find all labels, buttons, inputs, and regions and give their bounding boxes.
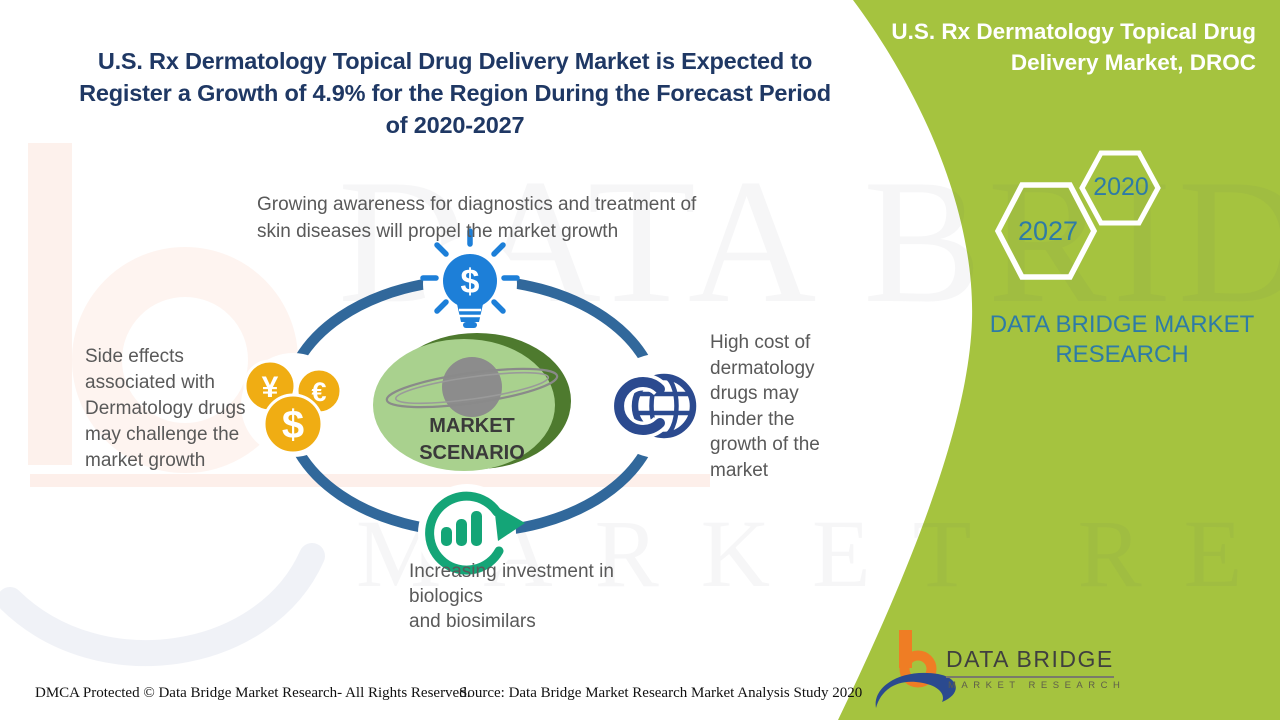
page-title-line1: U.S. Rx Dermatology Topical Drug Deliver… [97,48,813,74]
annotation-challenge-left: Side effects associated with Dermatology… [85,344,275,474]
annotation-bottom-line1: Increasing investment in [409,561,614,582]
annotation-top-line2: skin diseases will propel the market gro… [257,221,619,242]
annotation-right-line6: market [710,459,769,481]
coin-yen-symbol: ¥ [262,371,279,404]
green-panel [838,0,1280,720]
annotation-restraint-right: High cost of dermatology drugs may hinde… [710,330,870,483]
hexagon-2027-label: 2027 [1017,216,1079,246]
annotation-left-line1: Side effects [85,346,184,367]
hexagon-2020 [1079,150,1161,226]
dbmr-logo-icon [875,630,956,708]
brand-name-text: DATA BRIDGE MARKET RESEARCH [983,310,1261,370]
page-title-line2: Register a Growth of 4.9% for the Region… [79,80,831,106]
logo-wordmark-subtitle: MARKET RESEARCH [948,680,1126,691]
currency-coins-icon: ¥ € $ [243,359,343,455]
bulb-dollar-symbol: $ [461,263,480,301]
brand-name-line2: RESEARCH [1055,341,1189,368]
page-title: U.S. Rx Dermatology Topical Drug Deliver… [40,45,870,141]
annotation-left-line5: market growth [85,450,206,471]
hexagon-2027 [994,182,1098,280]
panel-title-line1: U.S. Rx Dermatology Topical Drug [891,19,1256,44]
dollar-idea-bulb-icon: $ [420,228,520,328]
globe-phone-icon [610,373,697,439]
growth-cycle-icon [425,491,525,575]
annotation-right-line3: drugs may [710,383,799,404]
blue-swoosh-watermark-icon [0,543,325,667]
panel-title: U.S. Rx Dermatology Topical Drug Deliver… [856,16,1256,78]
logo-blue-swoosh-icon [875,672,956,708]
brand-name-line1: DATA BRIDGE MARKET [989,311,1255,338]
annotation-top-line1: Growing awareness for diagnostics and tr… [257,194,697,215]
annotation-left-line2: associated with [85,372,215,393]
annotation-right-line5: growth of the [710,434,820,455]
coin-euro-symbol: € [311,377,326,407]
market-scenario-line1: MARKET [429,415,515,437]
footer-source-text: Source: Data Bridge Market Research Mark… [459,685,863,701]
annotation-left-line4: may challenge the [85,424,240,445]
annotation-bottom-line2: biologics [409,586,483,607]
saturn-planet-icon [385,357,559,417]
annotation-right-line4: hinder the [710,408,795,430]
market-scenario-line2: SCENARIO [419,442,525,464]
hexagon-2020-label: 2020 [1093,173,1149,201]
footer-dmca-text: DMCA Protected © Data Bridge Market Rese… [35,685,471,701]
market-scenario-label: MARKET SCENARIO [392,413,552,467]
annotation-right-line2: dermatology [710,357,815,379]
panel-title-line2: Delivery Market, DROC [1010,50,1256,75]
annotation-left-line3: Dermatology drugs [85,398,246,419]
annotation-bottom-line3: and biosimilars [409,611,536,632]
coin-dollar-symbol: $ [282,403,304,447]
annotation-right-line1: High cost of [710,332,811,353]
logo-wordmark: DATA BRIDGE [946,646,1114,678]
annotation-opportunity-bottom: Increasing investment in biologics and b… [409,559,649,634]
page-title-line3: of 2020-2027 [385,112,525,138]
salmon-band [30,474,710,487]
market-scenario-ellipse [373,333,571,471]
annotation-driver-top: Growing awareness for diagnostics and tr… [257,191,727,245]
